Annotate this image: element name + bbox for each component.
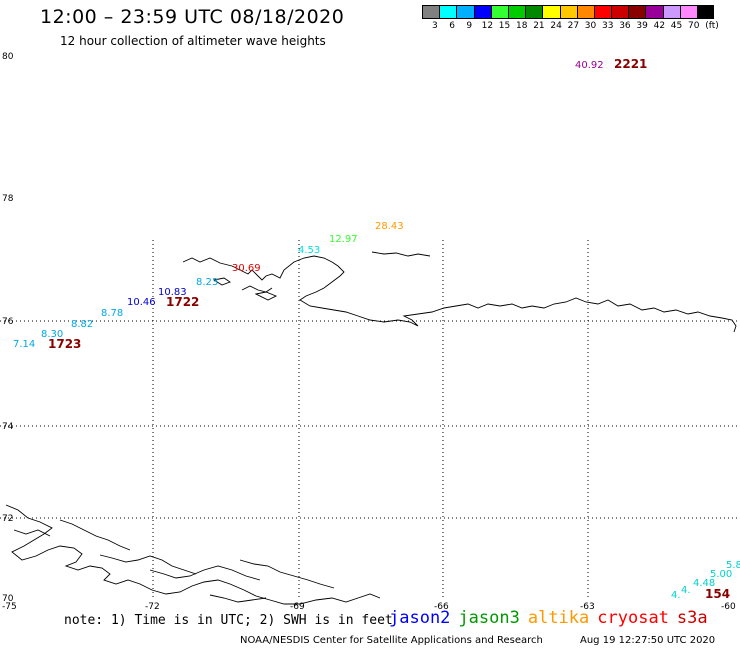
observation-value: 8.30 xyxy=(41,329,63,340)
lat-label: 80 xyxy=(2,52,14,62)
satellite-s3a: s3a xyxy=(676,608,708,628)
legend-tick: 18 xyxy=(516,21,528,31)
legend-tick: 45 xyxy=(670,21,683,31)
lat-label: 78 xyxy=(2,194,14,204)
legend-tick: 3 xyxy=(432,21,438,31)
ellesmere-fjord-5 xyxy=(13,529,51,537)
observation-value: 40.92 xyxy=(575,60,604,71)
lon-label: -60 xyxy=(721,602,736,612)
legend-swatch xyxy=(593,5,612,19)
satellite-jason3: jason3 xyxy=(458,608,520,628)
observation-value: 10.46 xyxy=(127,297,156,308)
legend-tick: (ft) xyxy=(705,21,719,31)
legend-tick: 6 xyxy=(449,21,455,31)
legend-swatch xyxy=(662,5,680,19)
legend-swatch xyxy=(697,5,715,19)
note-text: note: 1) Time is in UTC; 2) SWH is in fe… xyxy=(64,613,393,628)
greenland-inlet-1 xyxy=(371,251,431,257)
observation-value: 4.48 xyxy=(693,578,715,589)
color-legend xyxy=(422,5,715,19)
observation-value: 28.43 xyxy=(375,221,404,232)
observation-value: 10.83 xyxy=(158,287,187,298)
page-subtitle: 12 hour collection of altimeter wave hei… xyxy=(60,34,326,48)
legend-swatch xyxy=(490,5,508,19)
legend-swatch xyxy=(611,5,629,19)
observation-extra: 4. xyxy=(671,590,681,601)
legend-swatch xyxy=(542,5,560,19)
legend-tick: 24 xyxy=(550,21,562,31)
legend-swatch xyxy=(456,5,474,19)
legend-tick: 12 xyxy=(481,21,494,31)
ellesmere-fjord-6 xyxy=(209,594,267,603)
lat-label: 74 xyxy=(2,422,14,432)
observations: 40.92 28.43 12.97 4.53 30.69 8.23 10.83 … xyxy=(13,60,740,601)
grid-lines xyxy=(0,240,740,598)
observation-value: 5.00 xyxy=(710,569,732,580)
ellesmere-fjord-2 xyxy=(99,554,197,575)
legend-swatch xyxy=(507,5,526,19)
ellesmere-fjord-3 xyxy=(149,565,261,581)
legend-swatch xyxy=(576,5,594,19)
lon-labels: -75 -72 -69 -66 -63 -60 xyxy=(2,602,736,612)
observation-extra: 4. xyxy=(681,585,691,596)
ellesmere-fjord-4 xyxy=(239,559,335,589)
satellite-legend: jason2 jason3 altika cryosat s3a xyxy=(389,608,716,628)
legend-tick: 15 xyxy=(498,21,511,31)
pass-time: 2221 xyxy=(614,57,647,71)
lat-label: 70 xyxy=(2,594,14,604)
greenland-north-coast xyxy=(182,255,737,333)
legend-tick: 39 xyxy=(636,21,648,31)
legend-swatch xyxy=(628,5,646,19)
pass-time: 154 xyxy=(705,587,730,601)
island-2 xyxy=(254,291,278,301)
legend-swatch xyxy=(439,5,457,19)
ellesmere-fjord-1 xyxy=(59,519,131,551)
observation-value: 5.8 xyxy=(726,560,740,571)
legend-swatch xyxy=(679,5,697,19)
satellite-cryosat: cryosat xyxy=(597,608,669,628)
pass-time: 1722 xyxy=(166,295,199,309)
legend-swatch xyxy=(473,5,491,19)
lon-label: -66 xyxy=(434,602,449,612)
observation-value: 8.23 xyxy=(196,277,218,288)
legend-swatch xyxy=(645,5,663,19)
legend-tick: 27 xyxy=(567,21,580,31)
legend-tick: 33 xyxy=(602,21,614,31)
legend-tick: 42 xyxy=(653,21,666,31)
lat-label: 76 xyxy=(2,317,14,327)
island-1 xyxy=(212,277,231,286)
observation-value: 4.53 xyxy=(298,245,320,256)
legend-tick: 30 xyxy=(584,21,597,31)
lon-label: -72 xyxy=(145,602,160,612)
lon-label: -75 xyxy=(2,602,17,612)
lon-label: -63 xyxy=(580,602,595,612)
satellite-jason2: jason2 xyxy=(389,608,451,628)
observation-value: 30.69 xyxy=(232,263,261,274)
observation-value: 7.14 xyxy=(13,339,35,350)
legend-tick: 70 xyxy=(688,21,700,31)
lon-label: -69 xyxy=(290,602,305,612)
lat-label: 72 xyxy=(2,514,13,524)
observation-value: 8.78 xyxy=(101,308,123,319)
page-title: 12:00 – 23:59 UTC 08/18/2020 xyxy=(40,6,345,28)
legend-tick: 21 xyxy=(533,21,545,31)
legend-swatch xyxy=(559,5,577,19)
legend-swatch xyxy=(525,5,543,19)
footer-credit: NOAA/NESDIS Center for Satellite Applica… xyxy=(240,635,543,646)
greenland-inlet-2 xyxy=(241,285,273,293)
observation-value: 12.97 xyxy=(329,234,358,245)
coastline xyxy=(5,251,737,605)
ellesmere-coast xyxy=(5,504,381,605)
legend-ticks: 3 6 9 12 15 18 21 24 27 30 33 36 39 42 45 70 (ft) xyxy=(422,21,740,33)
legend-tick: 9 xyxy=(466,21,473,31)
observation-times: 2221 1722 1723 154 xyxy=(48,57,730,601)
lat-labels: 80 78 76 74 72 70 xyxy=(2,52,14,604)
legend-tick: 36 xyxy=(619,21,631,31)
observation-value: 8.82 xyxy=(71,319,93,330)
footer-timestamp: Aug 19 12:27:50 UTC 2020 xyxy=(580,635,716,646)
satellite-altika: altika xyxy=(527,608,590,628)
legend-swatch xyxy=(422,5,440,19)
pass-time: 1723 xyxy=(48,337,81,351)
